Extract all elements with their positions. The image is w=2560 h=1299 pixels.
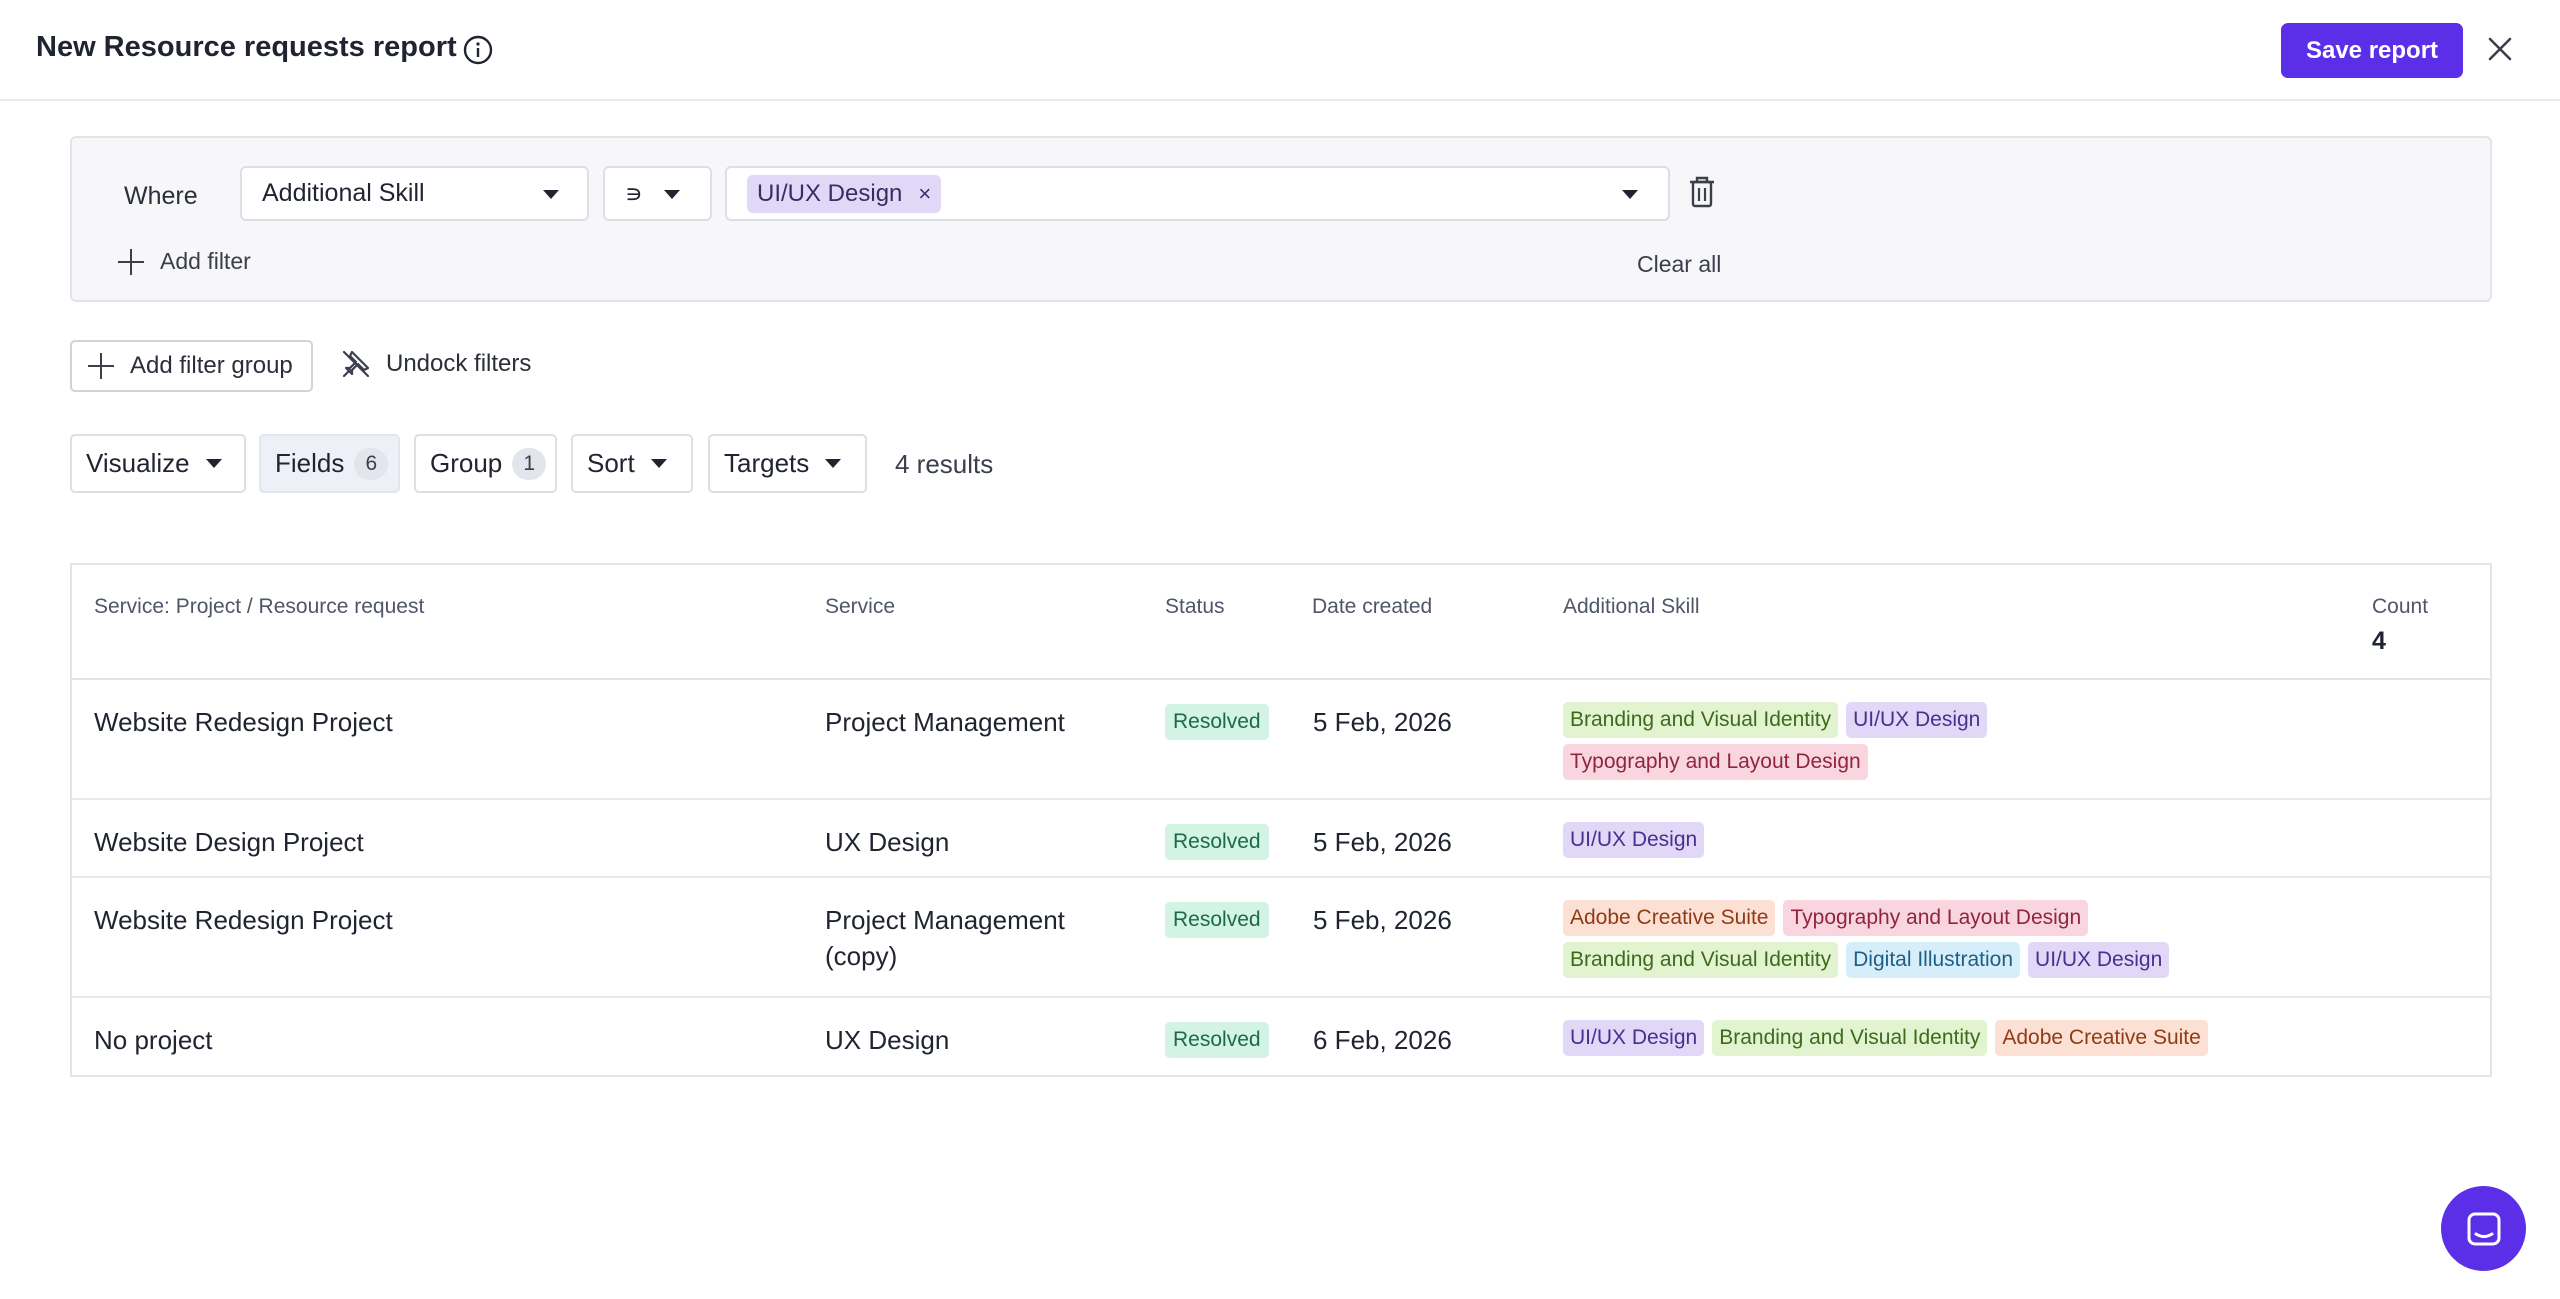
chevron-down-icon (543, 190, 559, 199)
skills-cell: Adobe Creative Suite Typography and Layou… (1563, 900, 2283, 978)
date-cell: 6 Feb, 2026 (1313, 1025, 1452, 1055)
report-header: New Resource requests report Save report (0, 0, 2560, 101)
group-label: Group (430, 448, 503, 478)
skill-tag: Branding and Visual Identity (1563, 942, 1839, 978)
skills-cell: UI/UX Design Branding and Visual Identity… (1563, 1020, 2323, 1056)
skills-cell: Branding and Visual Identity UI/UX Design… (1563, 702, 2283, 780)
status-badge: Resolved (1165, 902, 1269, 938)
chevron-down-icon (1622, 190, 1638, 199)
undock-filters-label: Undock filters (386, 350, 532, 377)
plus-icon (88, 353, 114, 379)
close-icon[interactable] (2484, 33, 2516, 65)
add-filter-group-button[interactable]: Add filter group (70, 340, 313, 392)
add-filter-label: Add filter (160, 248, 251, 274)
chat-launcher-button[interactable] (2441, 1186, 2526, 1271)
selected-value-chip: UI/UX Design × (747, 174, 942, 213)
skill-tag: Digital Illustration (1846, 942, 2021, 978)
targets-label: Targets (724, 448, 810, 478)
skill-tag: Branding and Visual Identity (1712, 1020, 1988, 1056)
table-row[interactable]: No project UX Design Resolved 6 Feb, 202… (72, 998, 2490, 1075)
chevron-down-icon (205, 459, 222, 468)
trash-icon[interactable] (1686, 174, 1718, 210)
date-cell: 5 Feb, 2026 (1313, 827, 1452, 857)
status-badge: Resolved (1165, 1022, 1269, 1058)
remove-chip-icon[interactable]: × (918, 180, 932, 206)
column-header-count[interactable]: Count (2372, 595, 2429, 618)
chevron-down-icon (825, 459, 842, 468)
project-cell: No project (94, 1025, 213, 1055)
chat-icon (2467, 1212, 2500, 1245)
skill-tag: Typography and Layout Design (1783, 900, 2089, 936)
filter-operator-select[interactable]: ∍ (603, 166, 712, 221)
count-total: 4 (2372, 627, 2386, 655)
column-header-date-created[interactable]: Date created (1312, 595, 1433, 618)
fields-button[interactable]: Fields 6 (259, 434, 400, 493)
group-count-badge: 1 (512, 447, 547, 480)
filter-values-select[interactable]: UI/UX Design × (725, 166, 1670, 221)
filter-panel: Where Additional Skill ∍ UI/UX Design × … (70, 136, 2492, 302)
undock-filters-button[interactable]: Undock filters (340, 348, 531, 380)
group-button[interactable]: Group 1 (414, 434, 557, 493)
skills-cell: UI/UX Design (1563, 822, 2283, 858)
project-cell: Website Design Project (94, 827, 364, 857)
column-header-additional-skill[interactable]: Additional Skill (1563, 595, 1700, 618)
plus-icon (118, 248, 144, 275)
clear-all-button[interactable]: Clear all (1637, 251, 1722, 277)
project-cell: Website Redesign Project (94, 905, 393, 935)
skill-tag: UI/UX Design (1563, 822, 1705, 858)
chevron-down-icon (650, 459, 667, 468)
chevron-down-icon (664, 190, 680, 199)
column-header-status[interactable]: Status (1165, 595, 1225, 618)
skill-tag: Adobe Creative Suite (1995, 1020, 2208, 1056)
filter-operator-value: ∍ (625, 179, 643, 208)
column-header-project[interactable]: Service: Project / Resource request (94, 595, 425, 618)
results-count: 4 results (895, 449, 994, 479)
fields-label: Fields (275, 448, 345, 478)
where-label: Where (124, 182, 198, 210)
column-header-service[interactable]: Service (825, 595, 896, 618)
skill-tag: Typography and Layout Design (1563, 744, 1868, 780)
service-cell: UX Design (825, 1025, 950, 1055)
selected-value-label: UI/UX Design (757, 179, 903, 207)
service-cell: Project Management (copy) (825, 905, 1065, 971)
results-table: Service: Project / Resource request Serv… (70, 563, 2492, 1077)
table-header: Service: Project / Resource request Serv… (72, 565, 2490, 680)
page-title: New Resource requests report (36, 31, 457, 63)
sort-label: Sort (587, 448, 635, 478)
info-icon[interactable] (462, 34, 494, 66)
filter-field-select[interactable]: Additional Skill (240, 166, 589, 221)
add-filter-group-label: Add filter group (130, 352, 293, 379)
skill-tag: UI/UX Design (2028, 942, 2170, 978)
service-cell: Project Management (825, 707, 1065, 737)
date-cell: 5 Feb, 2026 (1313, 707, 1452, 737)
save-report-button[interactable]: Save report (2281, 23, 2463, 78)
visualize-label: Visualize (86, 448, 190, 478)
table-row[interactable]: Website Redesign Project Project Managem… (72, 680, 2490, 800)
skill-tag: Branding and Visual Identity (1563, 702, 1839, 738)
status-badge: Resolved (1165, 824, 1269, 860)
skill-tag: Adobe Creative Suite (1563, 900, 1776, 936)
targets-dropdown[interactable]: Targets (708, 434, 867, 493)
visualize-dropdown[interactable]: Visualize (70, 434, 246, 493)
status-badge: Resolved (1165, 704, 1269, 740)
service-cell: UX Design (825, 827, 950, 857)
skill-tag: UI/UX Design (1563, 1020, 1705, 1056)
unpin-icon (342, 350, 370, 378)
project-cell: Website Redesign Project (94, 707, 393, 737)
sort-dropdown[interactable]: Sort (571, 434, 693, 493)
add-filter-button[interactable]: Add filter (118, 248, 251, 275)
filter-field-value: Additional Skill (262, 179, 425, 207)
table-row[interactable]: Website Design Project UX Design Resolve… (72, 800, 2490, 878)
date-cell: 5 Feb, 2026 (1313, 905, 1452, 935)
fields-count-badge: 6 (354, 447, 389, 480)
table-row[interactable]: Website Redesign Project Project Managem… (72, 878, 2490, 998)
skill-tag: UI/UX Design (1846, 702, 1988, 738)
